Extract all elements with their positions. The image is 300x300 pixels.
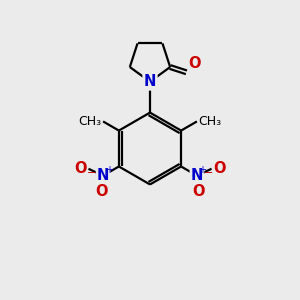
Text: N: N [191, 168, 203, 183]
Text: CH₃: CH₃ [199, 115, 222, 128]
Text: N: N [144, 74, 156, 89]
Text: CH₃: CH₃ [78, 115, 101, 128]
Text: O: O [188, 56, 200, 71]
Text: O: O [95, 184, 108, 199]
Text: +: + [199, 165, 206, 175]
Text: O: O [192, 184, 205, 199]
Text: +: + [105, 165, 113, 175]
Text: O: O [74, 161, 87, 176]
Text: O: O [213, 161, 226, 176]
Text: −: − [203, 168, 213, 178]
Text: −: − [87, 168, 97, 178]
Text: N: N [97, 168, 109, 183]
